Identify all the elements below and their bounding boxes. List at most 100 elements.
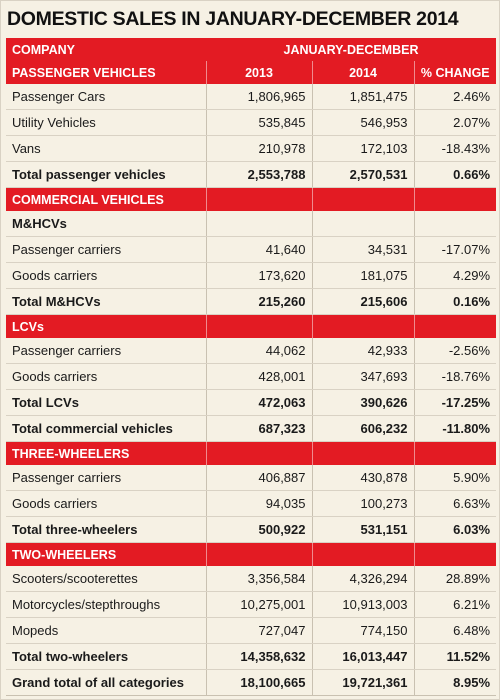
subsection-row: M&HCVs xyxy=(6,211,497,237)
value-2014: 430,878 xyxy=(312,465,415,491)
grand-total-row: Grand total of all categories 18,100,665… xyxy=(6,669,497,696)
value-change: 5.90% xyxy=(414,465,497,491)
row-label: Total two-wheelers xyxy=(6,643,207,670)
value-change: 2.46% xyxy=(414,84,497,110)
total-row: Total M&HCVs 215,260 215,606 0.16% xyxy=(6,288,497,315)
total-row: Total commercial vehicles 687,323 606,23… xyxy=(6,415,497,442)
section-label: TWO-WHEELERS xyxy=(6,542,206,566)
section-label: PASSENGER VEHICLES xyxy=(6,61,206,84)
sales-table: COMPANY JANUARY-DECEMBER PASSENGER VEHIC… xyxy=(6,38,497,696)
value-change: 4.29% xyxy=(414,262,497,289)
row-label: Grand total of all categories xyxy=(6,669,207,696)
value-2014: 10,913,003 xyxy=(312,591,415,618)
table-row: Utility Vehicles 535,845 546,953 2.07% xyxy=(6,109,497,136)
year-2014-header: 2014 xyxy=(311,61,414,84)
row-label: Passenger carriers xyxy=(6,338,207,364)
value-2014: 172,103 xyxy=(312,135,415,162)
value-2014: 100,273 xyxy=(312,490,415,517)
value-change: -2.56% xyxy=(414,338,497,364)
table-row: Vans 210,978 172,103 -18.43% xyxy=(6,135,497,162)
change-header: % CHANGE xyxy=(413,61,497,84)
value-2013: 3,356,584 xyxy=(206,566,313,592)
value-change: 11.52% xyxy=(414,643,497,670)
section-label: THREE-WHEELERS xyxy=(6,441,206,465)
value-2013: 535,845 xyxy=(206,109,313,136)
row-label: Passenger Cars xyxy=(6,84,207,110)
value-2013: 173,620 xyxy=(206,262,313,289)
row-label: Goods carriers xyxy=(6,363,207,390)
value-2013: 10,275,001 xyxy=(206,591,313,618)
row-label: Total LCVs xyxy=(6,389,207,416)
value-change: 6.21% xyxy=(414,591,497,618)
value-2014: 4,326,294 xyxy=(312,566,415,592)
company-header: COMPANY xyxy=(6,38,206,61)
value-2014: 2,570,531 xyxy=(312,161,415,188)
value-2013: 18,100,665 xyxy=(206,669,313,696)
value-2014: 347,693 xyxy=(312,363,415,390)
table-row: Passenger carriers 44,062 42,933 -2.56% xyxy=(6,338,497,364)
section-header-passenger: PASSENGER VEHICLES 2013 2014 % CHANGE xyxy=(6,61,497,84)
table-row: Mopeds 727,047 774,150 6.48% xyxy=(6,617,497,644)
value-change: 0.16% xyxy=(414,288,497,315)
row-label: Passenger carriers xyxy=(6,236,207,263)
year-2013-header: 2013 xyxy=(205,61,312,84)
row-label: Total M&HCVs xyxy=(6,288,207,315)
value-2013: 14,358,632 xyxy=(206,643,313,670)
row-label: Utility Vehicles xyxy=(6,109,207,136)
value-2013: 500,922 xyxy=(206,516,313,543)
row-label: Total commercial vehicles xyxy=(6,415,207,442)
total-row: Total three-wheelers 500,922 531,151 6.0… xyxy=(6,516,497,543)
value-2014: 606,232 xyxy=(312,415,415,442)
value-change: 6.03% xyxy=(414,516,497,543)
value-2013: 1,806,965 xyxy=(206,84,313,110)
value-change: -18.43% xyxy=(414,135,497,162)
value-2013: 428,001 xyxy=(206,363,313,390)
row-label: Passenger carriers xyxy=(6,465,207,491)
table-row: Goods carriers 173,620 181,075 4.29% xyxy=(6,262,497,289)
value-2013: 41,640 xyxy=(206,236,313,263)
value-change: -17.25% xyxy=(414,389,497,416)
section-label: COMMERCIAL VEHICLES xyxy=(6,187,206,211)
section-header-lcv: LCVs xyxy=(6,314,497,338)
value-2013: 2,553,788 xyxy=(206,161,313,188)
value-2014: 546,953 xyxy=(312,109,415,136)
subsection-label: M&HCVs xyxy=(6,211,207,237)
row-label: Scooters/scooterettes xyxy=(6,566,207,592)
row-label: Motorcycles/stepthroughs xyxy=(6,591,207,618)
value-change: 0.66% xyxy=(414,161,497,188)
section-label: LCVs xyxy=(6,314,206,338)
value-2014: 531,151 xyxy=(312,516,415,543)
value-2013: 44,062 xyxy=(206,338,313,364)
section-header-two-wheelers: TWO-WHEELERS xyxy=(6,542,497,566)
value-2014: 19,721,361 xyxy=(312,669,415,696)
value-2013: 210,978 xyxy=(206,135,313,162)
value-2013: 94,035 xyxy=(206,490,313,517)
value-2014: 34,531 xyxy=(312,236,415,263)
value-change: -11.80% xyxy=(414,415,497,442)
table-row: Passenger carriers 406,887 430,878 5.90% xyxy=(6,465,497,491)
value-2014: 215,606 xyxy=(312,288,415,315)
value-2014: 774,150 xyxy=(312,617,415,644)
value-2013: 727,047 xyxy=(206,617,313,644)
value-change: 6.63% xyxy=(414,490,497,517)
row-label: Total passenger vehicles xyxy=(6,161,207,188)
value-2013: 472,063 xyxy=(206,389,313,416)
value-2014: 1,851,475 xyxy=(312,84,415,110)
page-title: DOMESTIC SALES IN JANUARY-DECEMBER 2014 xyxy=(7,8,459,30)
period-header: JANUARY-DECEMBER xyxy=(206,38,497,61)
section-header-three-wheelers: THREE-WHEELERS xyxy=(6,441,497,465)
table-row: Goods carriers 94,035 100,273 6.63% xyxy=(6,490,497,517)
company-header-row: COMPANY JANUARY-DECEMBER xyxy=(6,38,497,61)
value-2013: 215,260 xyxy=(206,288,313,315)
value-2013: 687,323 xyxy=(206,415,313,442)
section-header-commercial: COMMERCIAL VEHICLES xyxy=(6,187,497,211)
table-row: Passenger carriers 41,640 34,531 -17.07% xyxy=(6,236,497,263)
value-2013: 406,887 xyxy=(206,465,313,491)
table-row: Motorcycles/stepthroughs 10,275,001 10,9… xyxy=(6,591,497,618)
total-row: Total two-wheelers 14,358,632 16,013,447… xyxy=(6,643,497,670)
value-2014: 16,013,447 xyxy=(312,643,415,670)
value-2014: 42,933 xyxy=(312,338,415,364)
row-label: Goods carriers xyxy=(6,490,207,517)
table-row: Passenger Cars 1,806,965 1,851,475 2.46% xyxy=(6,84,497,110)
